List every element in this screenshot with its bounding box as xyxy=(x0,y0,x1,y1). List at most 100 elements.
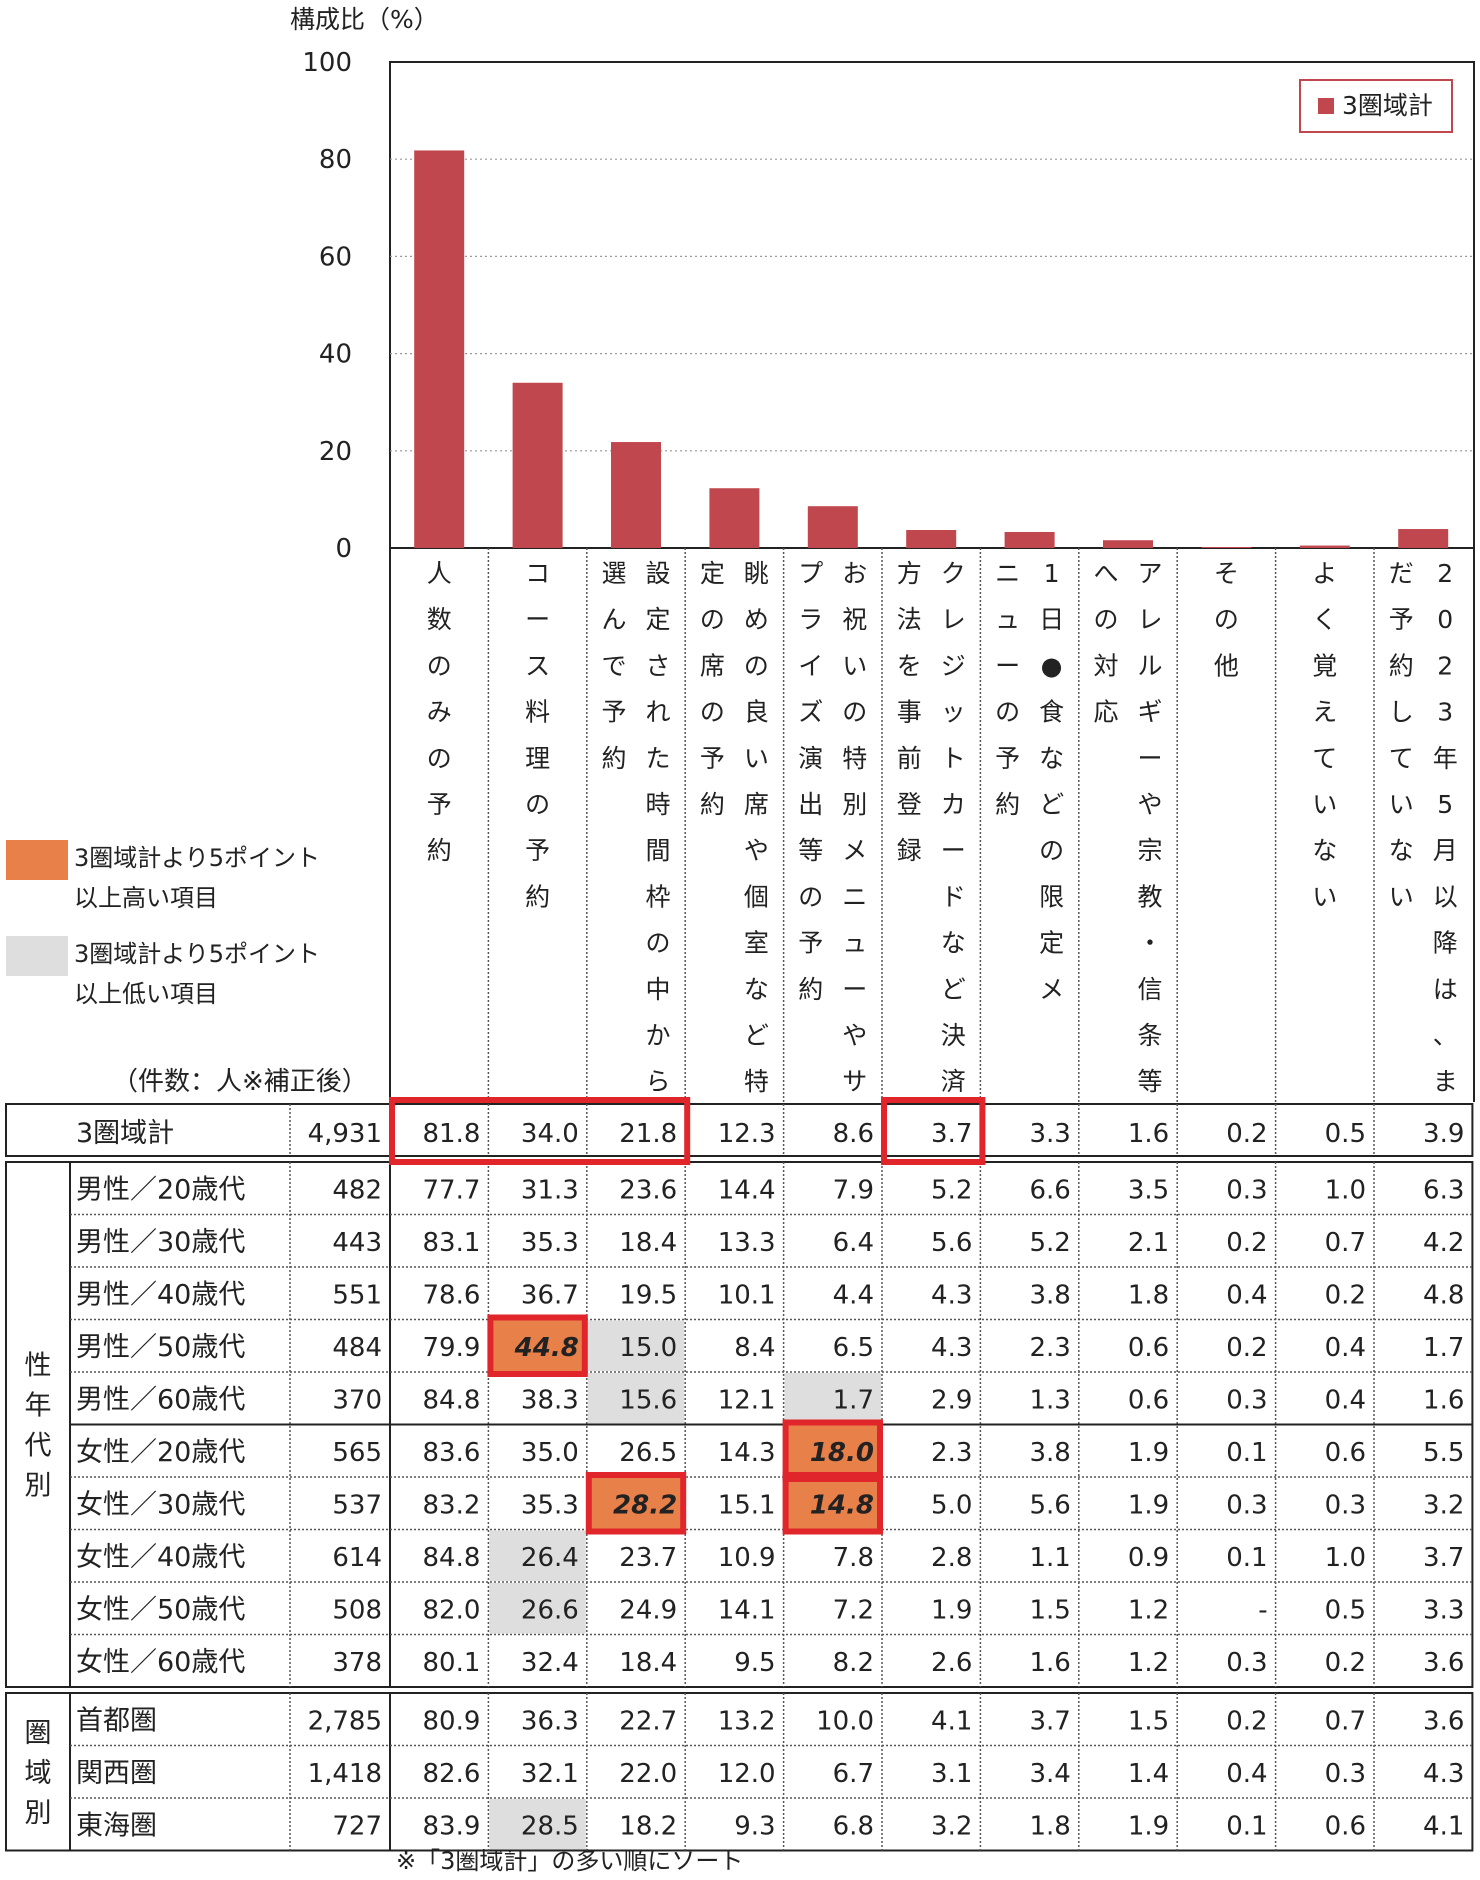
table-cell: 9.3 xyxy=(734,1811,775,1841)
cell-fill xyxy=(489,1320,586,1371)
table-row-label: 男性／30歳代 xyxy=(76,1227,245,1258)
category-label-char: 演 xyxy=(798,744,823,773)
bar xyxy=(1201,547,1252,548)
category-label-char: 良 xyxy=(744,698,769,727)
category-label-char: ・ xyxy=(1137,929,1162,958)
table-cell: 44.8 xyxy=(514,1333,579,1363)
table-cell: 6.6 xyxy=(1029,1175,1070,1205)
bar xyxy=(906,530,957,548)
table-cell: 6.8 xyxy=(833,1811,874,1841)
category-label-char: ュ xyxy=(842,929,867,958)
category-label-char: 定 xyxy=(645,605,670,634)
table-cell: 2.9 xyxy=(931,1385,972,1415)
category-label-char: 定 xyxy=(1039,929,1064,958)
bar xyxy=(807,506,858,548)
category-label-char: 2 xyxy=(1437,559,1453,588)
table-cell: 83.1 xyxy=(423,1228,481,1258)
table-cell: 79.9 xyxy=(423,1333,481,1363)
category-label-char: い xyxy=(1389,790,1414,819)
category-label-char: レ xyxy=(1137,605,1162,634)
category-label-char: 予 xyxy=(700,744,725,773)
category-label-char: コ xyxy=(525,559,550,588)
table-cell: 0.3 xyxy=(1226,1648,1267,1678)
cell-fill xyxy=(489,1583,586,1634)
table-cell: 4.3 xyxy=(1423,1759,1464,1789)
category-label-char: 1 xyxy=(1044,559,1060,588)
table-cell: 83.6 xyxy=(423,1438,481,1468)
table-cell: 82.0 xyxy=(423,1595,481,1625)
category-label-char: ド xyxy=(941,882,966,911)
cell-fill xyxy=(784,1478,881,1529)
category-label-char: そ xyxy=(1214,559,1239,588)
table-cell: 0.2 xyxy=(1226,1333,1267,1363)
table-cell: 5.2 xyxy=(1029,1228,1070,1258)
category-label-char: 年 xyxy=(1433,744,1458,773)
table-cell: 5.6 xyxy=(931,1228,972,1258)
category-label-char: の xyxy=(744,651,769,680)
table-cell: 0.2 xyxy=(1325,1280,1366,1310)
total-row-label: 3圏域計 xyxy=(76,1118,174,1149)
table-cell: 13.2 xyxy=(718,1706,776,1736)
table-cell: 14.3 xyxy=(718,1438,776,1468)
table-cell: 2.3 xyxy=(931,1438,972,1468)
table-cell: 12.3 xyxy=(718,1119,776,1149)
table-cell: 18.4 xyxy=(619,1228,677,1258)
category-label-char: 約 xyxy=(525,882,550,911)
category-label-char: の xyxy=(798,882,823,911)
category-label-char: ク xyxy=(941,559,966,588)
cell-fill xyxy=(587,1320,685,1371)
table-row-label: 男性／40歳代 xyxy=(76,1279,245,1310)
table-cell: 5.0 xyxy=(931,1490,972,1520)
table-cell: 3.1 xyxy=(931,1759,972,1789)
legend-low-swatch xyxy=(6,936,68,976)
bar xyxy=(414,150,465,548)
category-label-char: 月 xyxy=(1433,836,1458,865)
category-label-char: を xyxy=(897,651,922,680)
category-label-char: 理 xyxy=(525,744,550,773)
category-label-char: ー xyxy=(941,836,966,865)
category-label-char: の xyxy=(1093,605,1118,634)
table-cell: 18.0 xyxy=(810,1438,874,1468)
table-cell: 36.3 xyxy=(521,1706,579,1736)
table-cell: 3.3 xyxy=(1423,1595,1464,1625)
table-cell: 81.8 xyxy=(423,1119,481,1149)
table-cell: 0.5 xyxy=(1325,1595,1366,1625)
category-label-char: い xyxy=(744,744,769,773)
table-cell: 18.4 xyxy=(619,1648,677,1678)
category-label-char: 予 xyxy=(427,790,452,819)
category-label-char: て xyxy=(1312,744,1337,773)
table-cell: 2.3 xyxy=(1029,1333,1070,1363)
category-label-char: 予 xyxy=(995,744,1020,773)
count-label: （件数：人※補正後） xyxy=(112,1067,368,1097)
table-cell: 22.0 xyxy=(619,1759,677,1789)
category-label-char: 降 xyxy=(1433,929,1458,958)
table-cell: 31.3 xyxy=(521,1175,579,1205)
highlight-box xyxy=(782,1419,883,1482)
category-label-char: の xyxy=(525,790,550,819)
table-cell: 15.6 xyxy=(619,1385,677,1415)
category-label-char: 予 xyxy=(798,929,823,958)
table-cell: 4.3 xyxy=(931,1280,972,1310)
table-row-count: 370 xyxy=(332,1385,382,1415)
category-label-char: メ xyxy=(842,836,867,865)
category-label-char: お xyxy=(842,559,867,588)
table-row-label: 女性／40歳代 xyxy=(76,1542,245,1573)
table-cell: 80.9 xyxy=(423,1706,481,1736)
group-label: 圏域別 xyxy=(25,1718,52,1829)
category-label-char: ー xyxy=(995,651,1020,680)
category-label-char: 日 xyxy=(1039,605,1064,634)
table-cell: 3.6 xyxy=(1423,1648,1464,1678)
table-cell: 80.1 xyxy=(423,1648,481,1678)
table-cell: 0.3 xyxy=(1325,1490,1366,1520)
table-cell: 23.7 xyxy=(619,1543,677,1573)
table-cell: 1.7 xyxy=(1423,1333,1464,1363)
category-label-char: た xyxy=(645,744,670,773)
category-label-char: は xyxy=(1433,975,1458,1004)
category-label-char: な xyxy=(744,975,769,1004)
table-cell: 8.2 xyxy=(833,1648,874,1678)
category-label-char: の xyxy=(645,929,670,958)
table-cell: 23.6 xyxy=(619,1175,677,1205)
